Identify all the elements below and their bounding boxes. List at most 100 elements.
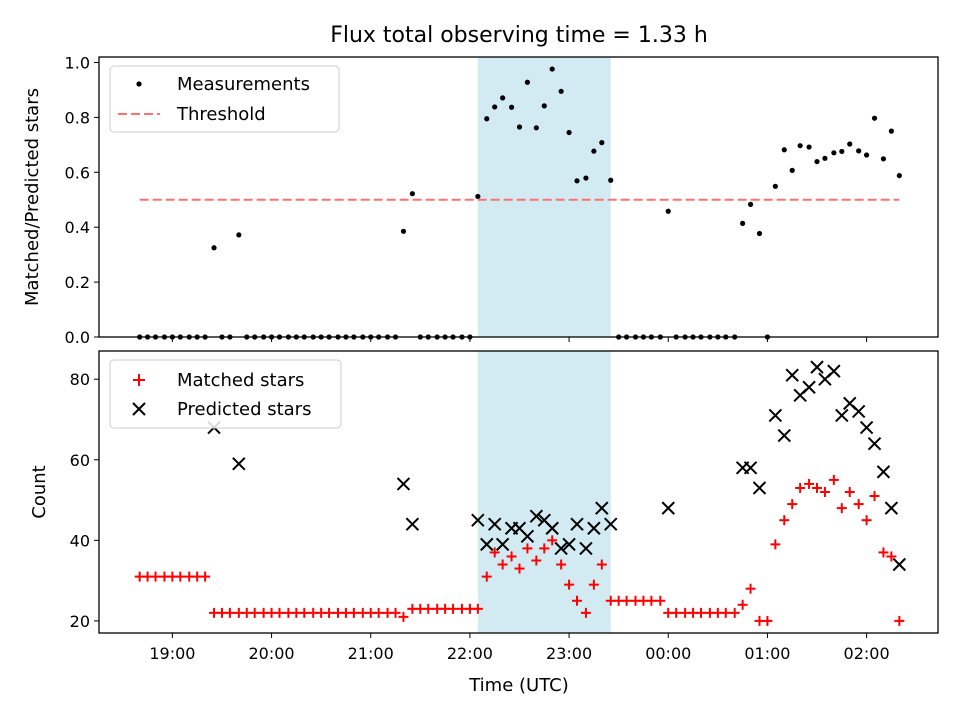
matched-stars-point (762, 615, 773, 626)
top-axes-frame (98, 56, 939, 338)
matched-stars-point (556, 559, 567, 570)
matched-stars-point (572, 595, 583, 606)
measurements-point (500, 95, 506, 101)
measurements-point (756, 230, 763, 237)
matched-stars-point (695, 607, 706, 618)
matched-stars-point (787, 499, 798, 510)
matched-stars-point (869, 491, 880, 502)
predicted-stars-point (752, 481, 767, 495)
measurements-point (549, 66, 555, 72)
matched-stars-point (175, 571, 186, 582)
measurements-point (591, 148, 597, 154)
predicted-stars-point (867, 436, 882, 451)
bottom-marks (134, 360, 907, 626)
predicted-stars-point (810, 360, 824, 374)
matched-stars-point (547, 535, 558, 546)
measurements-point (880, 156, 887, 162)
bottom-legend: Matched stars Predicted stars (109, 359, 342, 429)
measurements-point (822, 155, 828, 161)
matched-stars-point (497, 559, 508, 570)
predicted-stars-point (884, 501, 899, 515)
legend-predicted-marker (132, 402, 146, 416)
top-marks (137, 66, 902, 340)
y-tick-label: 80 (70, 370, 90, 389)
measurements-point (524, 79, 531, 85)
predicted-stars-point (851, 404, 866, 419)
measurements-point (806, 144, 812, 150)
predicted-stars-point (520, 529, 535, 544)
y-tick-label: 40 (70, 531, 90, 550)
predicted-stars-point (396, 477, 411, 491)
measurements-point (409, 191, 415, 197)
x-tick-label: 20:00 (249, 644, 295, 663)
matched-stars-point (886, 551, 897, 562)
matched-stars-point (795, 482, 806, 493)
x-tick-label: 19:00 (149, 644, 195, 663)
predicted-stars-point (835, 408, 849, 423)
legend-matched-label: Matched stars (177, 370, 304, 391)
measurements-point (599, 140, 605, 146)
matched-stars-point (720, 607, 731, 618)
measurements-point (533, 125, 539, 131)
predicted-stars-point (405, 517, 420, 531)
matched-stars-point (531, 555, 542, 566)
matched-stars-point (324, 607, 335, 618)
measurements-point (896, 172, 902, 179)
bottom-y-ticks: 20 40 60 80 (70, 370, 99, 631)
top-shaded-interval (477, 57, 611, 337)
legend-predicted-label: Predicted stars (177, 399, 311, 420)
predicted-stars-point (785, 368, 799, 382)
matched-stars-point (819, 487, 830, 497)
measurements-point (747, 201, 754, 208)
predicted-stars-point (743, 461, 758, 475)
predicted-stars-point (579, 541, 593, 556)
measurements-point (211, 245, 217, 251)
matched-stars-point (274, 607, 285, 618)
measurements-point (871, 115, 878, 121)
bottom-panel: 20 40 60 80 19:00 20:00 21:00 22:00 23:00 00:00 0… (29, 350, 939, 696)
measurements-point (541, 103, 547, 109)
x-tick-label: 01:00 (744, 644, 790, 663)
predicted-stars-point (777, 428, 791, 443)
matched-stars-point (481, 571, 492, 582)
matched-stars-point (844, 487, 855, 497)
predicted-stars-point (876, 465, 891, 479)
measurements-point (558, 88, 564, 94)
matched-stars-point (596, 559, 607, 570)
measurements-point (484, 116, 490, 122)
matched-stars-point (646, 595, 657, 606)
matched-stars-point (853, 499, 864, 510)
matched-stars-point (621, 595, 632, 606)
predicted-stars-point (471, 513, 485, 527)
predicted-stars-point (802, 380, 816, 394)
x-tick-label: 23:00 (546, 644, 592, 663)
matched-stars-point (779, 515, 790, 526)
matched-stars-point (224, 607, 235, 618)
predicted-stars-point (859, 420, 874, 435)
top-legend: Measurements Threshold (109, 65, 340, 133)
matched-stars-point (580, 607, 591, 618)
x-tick-label: 02:00 (844, 644, 890, 663)
matched-stars-point (398, 611, 409, 622)
measurements-point (831, 150, 837, 156)
legend-threshold-label: Threshold (176, 104, 266, 125)
matched-stars-point (804, 478, 815, 489)
measurements-point (847, 141, 853, 147)
measurements-point (492, 104, 498, 110)
measurements-point (789, 167, 795, 173)
chart-title: Flux total observing time = 1.33 h (330, 23, 708, 48)
predicted-stars-point (587, 521, 601, 535)
y-tick-label: 0.0 (65, 328, 90, 347)
legend-measurements-marker (136, 81, 142, 87)
predicted-stars-point (892, 557, 907, 572)
matched-stars-point (588, 579, 599, 590)
predicted-stars-point (768, 408, 783, 423)
matched-stars-point (878, 547, 889, 558)
measurements-point (665, 208, 671, 214)
measurements-point (236, 232, 242, 238)
matched-stars-point (472, 603, 483, 614)
matched-stars-point (506, 551, 517, 562)
measurements-point (516, 124, 523, 130)
predicted-stars-point (562, 537, 576, 552)
